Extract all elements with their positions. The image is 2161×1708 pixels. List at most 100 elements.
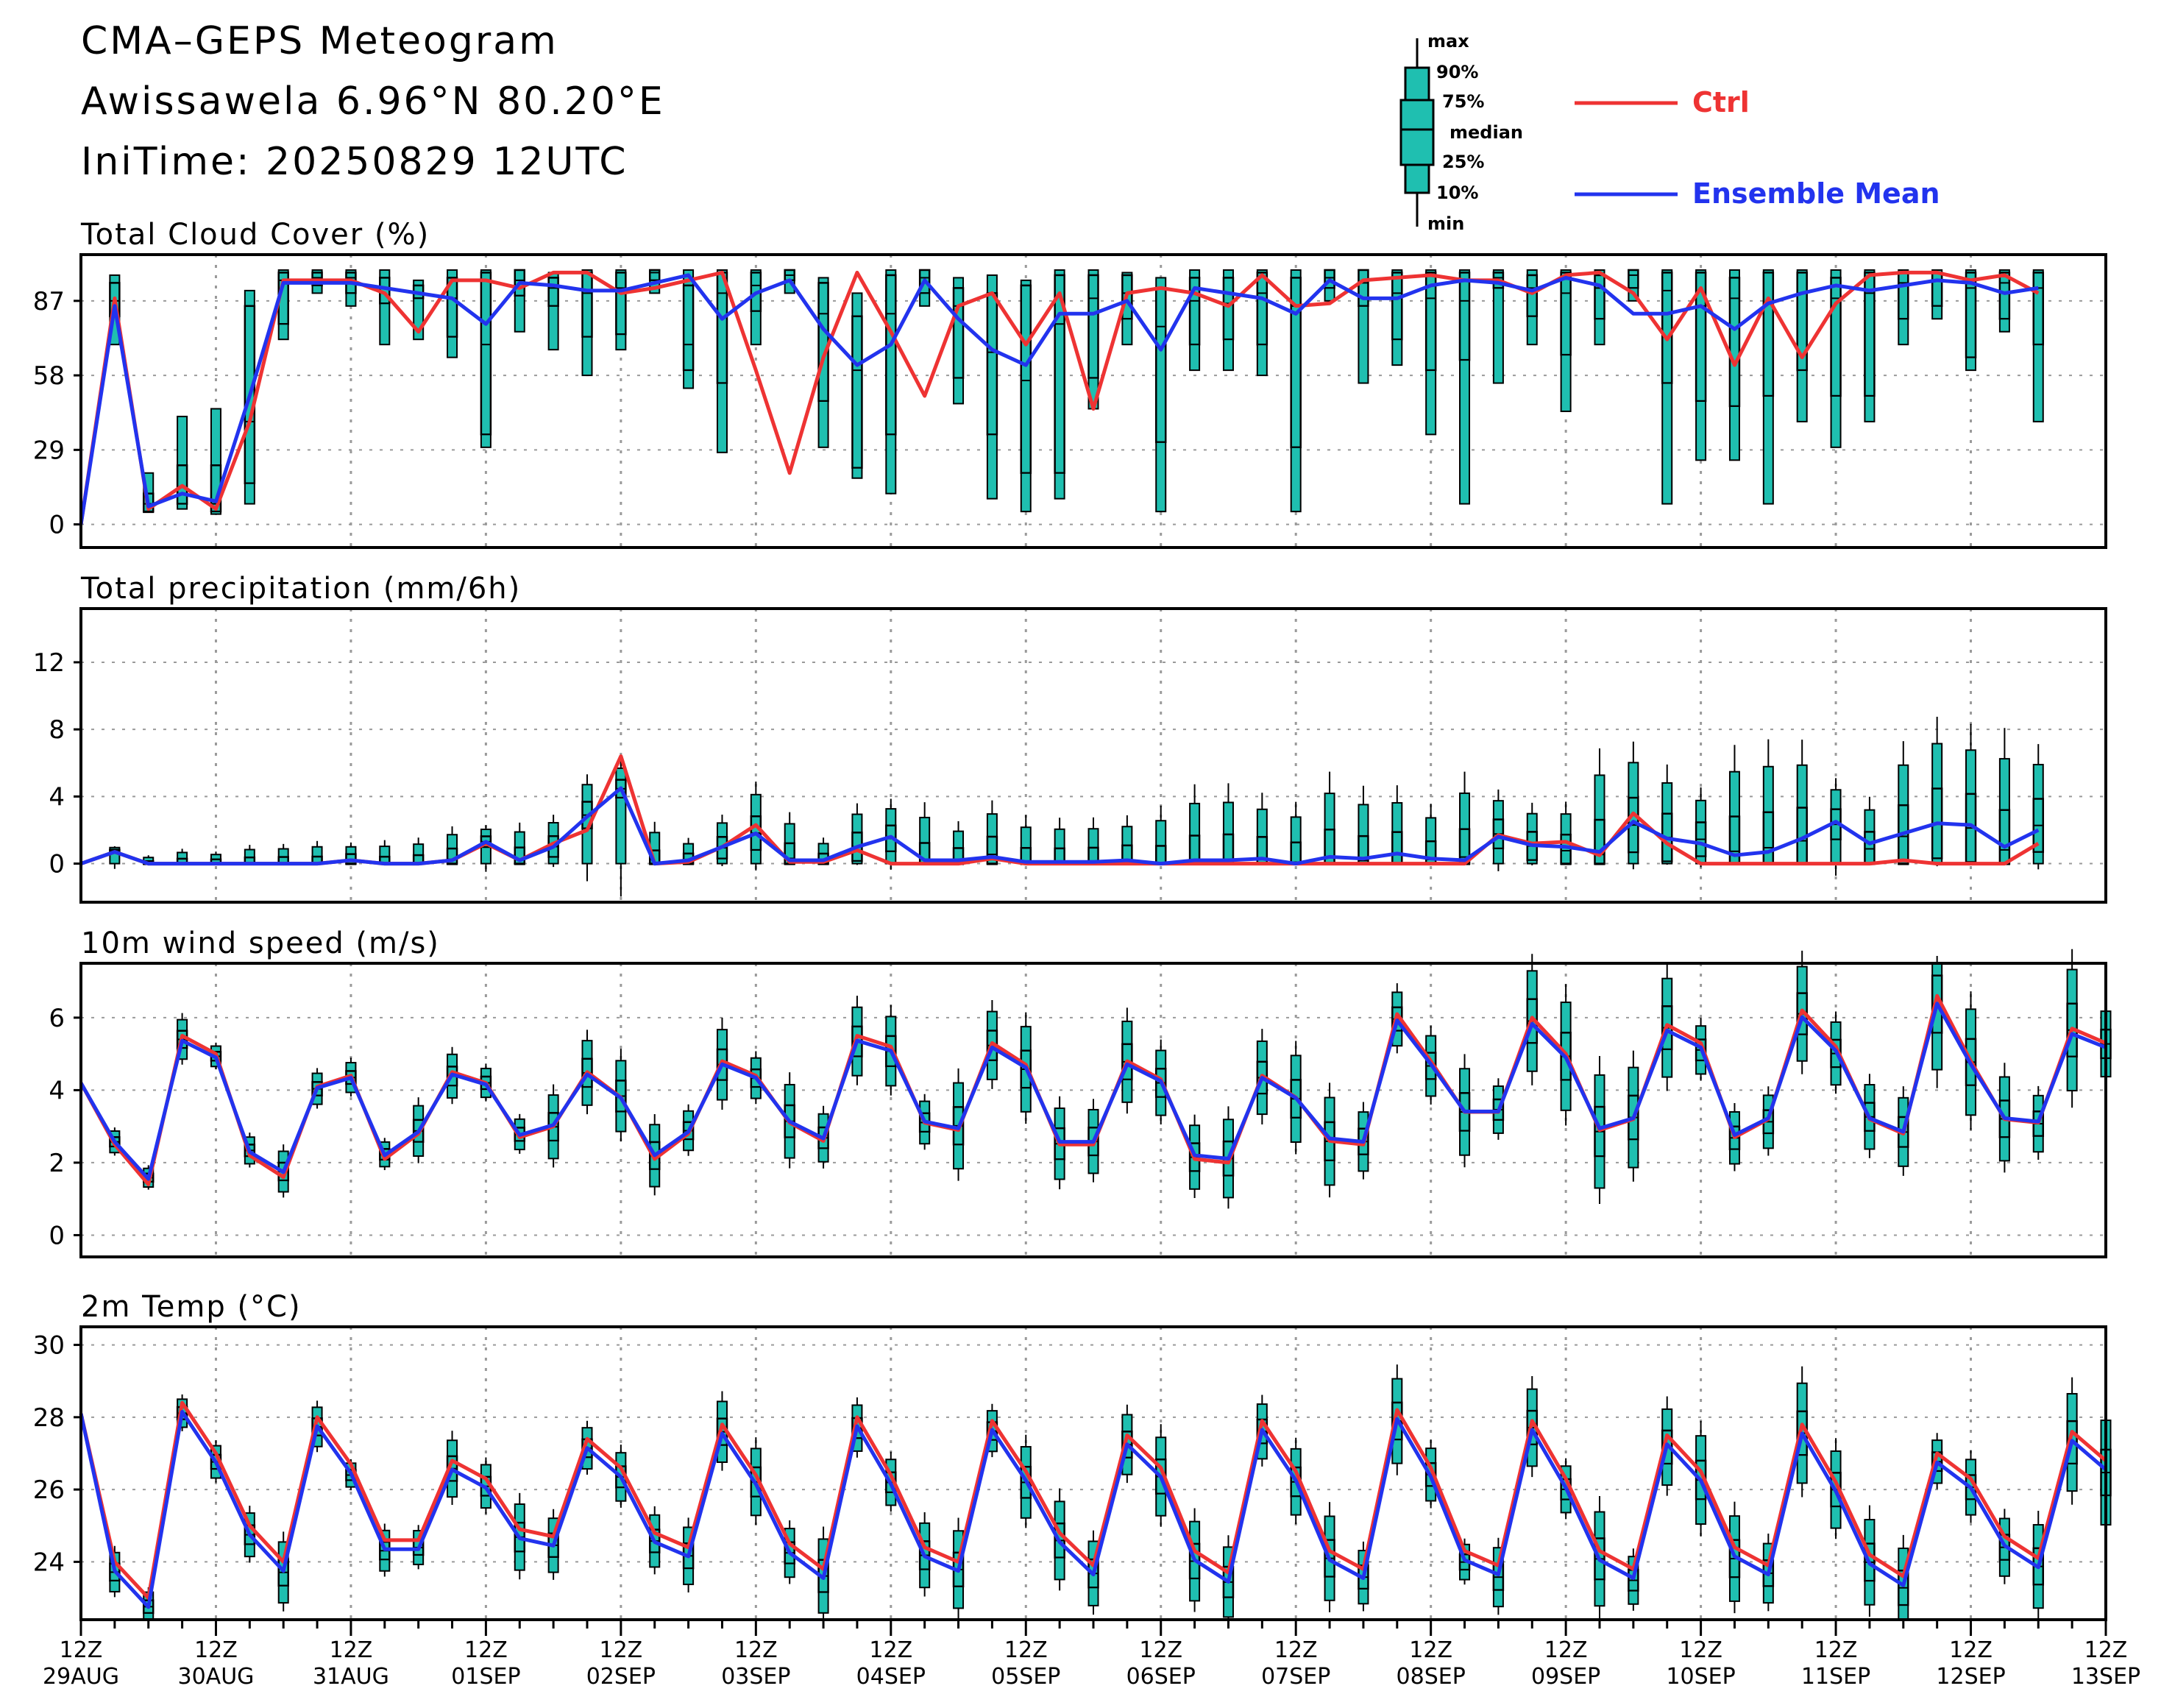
x-tick-date-label: 05SEP bbox=[991, 1664, 1060, 1690]
box-upper bbox=[1324, 793, 1335, 831]
box-lower bbox=[1594, 1578, 1605, 1607]
box-iqr bbox=[1728, 277, 1741, 408]
ensemble-box bbox=[1628, 741, 1639, 870]
box-upper bbox=[1898, 764, 1909, 807]
box-lower bbox=[1864, 395, 1876, 422]
ensemble-box bbox=[1661, 1396, 1673, 1496]
box-upper bbox=[1121, 1414, 1133, 1433]
box-upper bbox=[1020, 826, 1032, 849]
box-lower bbox=[413, 1141, 425, 1157]
panel-1: 0 29 58 87 Total Cloud Cover (%) bbox=[33, 218, 2107, 549]
box-upper bbox=[1830, 1450, 1842, 1474]
box-lower bbox=[1796, 1033, 1808, 1062]
ensemble-box bbox=[1965, 991, 1977, 1130]
box-lower bbox=[277, 1180, 289, 1193]
box-upper bbox=[447, 1053, 458, 1068]
ensemble-mean-line bbox=[79, 1002, 2107, 1181]
box-upper bbox=[1830, 269, 1842, 279]
box-lower bbox=[109, 1579, 121, 1592]
box-lower bbox=[615, 1486, 627, 1502]
box-lower bbox=[2032, 1584, 2044, 1609]
y-tick-label: 28 bbox=[33, 1403, 65, 1433]
box-upper bbox=[1695, 799, 1707, 823]
box-lower bbox=[480, 433, 492, 448]
x-tick-date-label: 06SEP bbox=[1126, 1664, 1196, 1690]
ensemble-box bbox=[1256, 1029, 1268, 1125]
box-lower bbox=[581, 336, 593, 377]
y-tick-label: 0 bbox=[49, 850, 65, 879]
box-upper bbox=[1492, 800, 1504, 821]
box-upper bbox=[750, 1447, 762, 1468]
ensemble-mean-line bbox=[79, 273, 2039, 525]
box-iqr bbox=[1358, 269, 1369, 308]
ensemble-box bbox=[682, 269, 695, 389]
box-iqr bbox=[1931, 272, 1943, 308]
box-upper bbox=[817, 843, 829, 854]
box-upper bbox=[1728, 269, 1740, 279]
ensemble-box bbox=[1154, 805, 1167, 865]
box-iqr bbox=[1526, 274, 1539, 318]
box-iqr bbox=[1222, 277, 1235, 341]
box-lower bbox=[1830, 1066, 1842, 1086]
box-lower bbox=[1324, 1159, 1335, 1186]
box-lower bbox=[1222, 339, 1234, 372]
y-tick-label: 2 bbox=[49, 1149, 65, 1178]
box-upper bbox=[1998, 758, 2010, 811]
box-lower bbox=[716, 382, 728, 453]
box-lower bbox=[1054, 1556, 1065, 1581]
ensemble-box bbox=[1256, 269, 1268, 377]
box-upper bbox=[716, 1400, 728, 1420]
ensemble-mean-line bbox=[80, 786, 2040, 866]
box-upper bbox=[177, 415, 188, 467]
box-upper bbox=[177, 1018, 188, 1032]
x-tick-date-label: 29AUG bbox=[43, 1664, 119, 1690]
y-tick-label: 87 bbox=[33, 287, 65, 316]
x-tick-hour-label: 12Z bbox=[734, 1637, 778, 1663]
box-lower bbox=[1796, 1454, 1808, 1484]
box-upper bbox=[1594, 774, 1605, 821]
box-upper bbox=[1222, 1119, 1234, 1143]
box-upper bbox=[311, 1072, 323, 1083]
ensemble-box bbox=[918, 269, 931, 307]
y-tick-label: 6 bbox=[49, 1004, 65, 1033]
ensemble-box bbox=[412, 837, 425, 865]
ensemble-box bbox=[1762, 739, 1775, 865]
panel-4: 24 26 28 30 2m Temp (°C) bbox=[33, 1290, 2112, 1621]
box-upper bbox=[480, 828, 492, 837]
box-upper bbox=[413, 1105, 425, 1121]
box-upper bbox=[683, 1110, 695, 1123]
box-upper bbox=[514, 1503, 525, 1524]
panel-title: Total Cloud Cover (%) bbox=[80, 218, 430, 252]
box-upper bbox=[1155, 820, 1167, 847]
y-tick-label: 0 bbox=[49, 511, 65, 540]
box-iqr bbox=[1458, 272, 1471, 361]
box-iqr bbox=[480, 272, 492, 436]
panel-frame bbox=[79, 607, 2107, 904]
box-lower bbox=[683, 369, 695, 389]
box-upper bbox=[1222, 801, 1234, 835]
legend-median-label: median bbox=[1449, 122, 1523, 143]
ensemble-box bbox=[1864, 796, 1876, 865]
box-lower bbox=[480, 846, 492, 865]
box-lower bbox=[1695, 1498, 1707, 1525]
box-upper bbox=[1931, 743, 1943, 790]
box-upper bbox=[2066, 968, 2078, 1004]
y-tick-label: 4 bbox=[49, 1076, 65, 1105]
box-iqr bbox=[1020, 284, 1032, 475]
box-lower bbox=[1324, 287, 1335, 302]
box-iqr bbox=[851, 315, 863, 469]
x-tick-date-label: 01SEP bbox=[451, 1664, 520, 1690]
box-upper bbox=[1222, 269, 1234, 279]
box-lower bbox=[1661, 382, 1673, 505]
box-lower bbox=[1560, 354, 1572, 412]
box-upper bbox=[1290, 269, 1302, 279]
ensemble-box bbox=[1188, 269, 1201, 372]
box-upper bbox=[1054, 1107, 1065, 1130]
ensemble-box bbox=[952, 277, 965, 405]
box-lower bbox=[345, 862, 357, 865]
box-iqr bbox=[716, 272, 728, 384]
ensemble-box bbox=[1661, 764, 1673, 865]
box-lower bbox=[447, 1085, 458, 1099]
box-lower bbox=[345, 292, 357, 307]
box-upper bbox=[750, 1057, 762, 1071]
